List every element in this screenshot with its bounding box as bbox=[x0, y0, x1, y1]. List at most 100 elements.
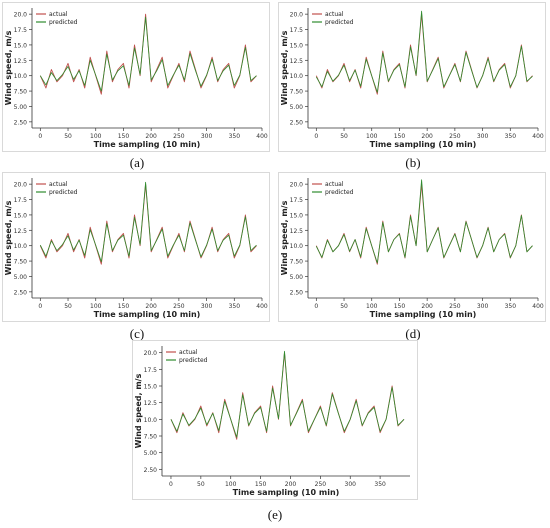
y-axis-label: Wind speed, m/s bbox=[280, 200, 289, 275]
y-tick-label: 17.5 bbox=[290, 197, 304, 204]
chart-svg-a: 2.50 5.00 7.50 10.0 12.5 15.0 17.5 20.0 0 50 100 15… bbox=[2, 2, 270, 152]
x-tick-label: 250 bbox=[449, 133, 461, 140]
caption-c: (c) bbox=[129, 326, 145, 341]
caption-a: (a) bbox=[129, 155, 145, 170]
x-tick-label: 0 bbox=[314, 133, 318, 140]
x-tick-label: 100 bbox=[366, 133, 378, 140]
x-tick-label: 200 bbox=[285, 481, 297, 488]
y-tick-label: 12.5 bbox=[14, 58, 28, 65]
x-axis-label: Time sampling (10 min) bbox=[94, 310, 201, 319]
y-tick-label: 7.50 bbox=[14, 259, 28, 266]
x-tick-label: 400 bbox=[532, 303, 544, 310]
x-tick-label: 50 bbox=[340, 303, 348, 310]
y-tick-label: 12.5 bbox=[144, 400, 158, 407]
panel-frame bbox=[2, 2, 270, 152]
y-tick-label: 2.50 bbox=[14, 289, 28, 296]
x-tick-label: 50 bbox=[340, 133, 348, 140]
y-tick-label: 20.0 bbox=[14, 182, 28, 189]
panel-frame bbox=[278, 2, 546, 152]
y-tick-label: 2.50 bbox=[14, 119, 28, 126]
x-tick-label: 150 bbox=[118, 133, 130, 140]
x-tick-label: 300 bbox=[345, 481, 357, 488]
x-tick-label: 0 bbox=[169, 481, 173, 488]
y-tick-label: 12.5 bbox=[14, 228, 28, 235]
panel-frame bbox=[2, 172, 270, 322]
x-axis-label: Time sampling (10 min) bbox=[94, 140, 201, 149]
x-tick-label: 300 bbox=[201, 133, 213, 140]
x-tick-label: 150 bbox=[118, 303, 130, 310]
series-line-predicted bbox=[39, 181, 257, 263]
x-tick-label: 350 bbox=[505, 133, 517, 140]
x-tick-label: 400 bbox=[532, 133, 544, 140]
legend-label-actual: actual bbox=[49, 11, 68, 18]
y-tick-label: 2.50 bbox=[144, 467, 158, 474]
chart-panel-b: 2.50 5.00 7.50 10.0 12.5 15.0 17.5 20.0 0 50 100 15… bbox=[278, 2, 546, 152]
legend-label-predicted: predicted bbox=[325, 189, 354, 196]
y-tick-label: 10.0 bbox=[144, 417, 158, 424]
x-tick-label: 300 bbox=[201, 303, 213, 310]
x-axis-label: Time sampling (10 min) bbox=[370, 310, 477, 319]
y-tick-label: 12.5 bbox=[290, 228, 304, 235]
y-tick-label: 10.0 bbox=[14, 243, 28, 250]
series-line-predicted bbox=[315, 10, 533, 93]
y-tick-label: 7.50 bbox=[290, 89, 304, 96]
y-tick-label: 17.5 bbox=[14, 197, 28, 204]
x-tick-label: 300 bbox=[477, 133, 489, 140]
legend-label-actual: actual bbox=[49, 181, 68, 188]
series-line-predicted bbox=[39, 16, 257, 92]
y-tick-label: 5.00 bbox=[14, 274, 28, 281]
x-tick-label: 250 bbox=[173, 133, 185, 140]
y-tick-label: 15.0 bbox=[144, 384, 158, 391]
x-tick-label: 0 bbox=[38, 133, 42, 140]
x-tick-label: 400 bbox=[256, 303, 268, 310]
y-tick-label: 10.0 bbox=[290, 243, 304, 250]
y-tick-label: 15.0 bbox=[290, 212, 304, 219]
caption-d: (d) bbox=[405, 326, 421, 341]
x-tick-label: 0 bbox=[38, 303, 42, 310]
x-tick-label: 250 bbox=[449, 303, 461, 310]
x-axis-label: Time sampling (10 min) bbox=[233, 488, 340, 497]
caption-b: (b) bbox=[405, 155, 421, 170]
y-tick-label: 17.5 bbox=[14, 27, 28, 34]
x-tick-label: 200 bbox=[421, 133, 433, 140]
y-tick-label: 7.50 bbox=[14, 89, 28, 96]
caption-e: (e) bbox=[267, 507, 283, 522]
x-tick-label: 100 bbox=[90, 303, 102, 310]
x-tick-label: 200 bbox=[145, 133, 157, 140]
x-tick-label: 100 bbox=[90, 133, 102, 140]
chart-panel-e: 2.50 5.00 7.50 10.0 12.5 15.0 17.5 20.0 0 50 100 15… bbox=[132, 340, 418, 500]
y-axis-label: Wind speed, m/s bbox=[134, 373, 143, 448]
y-tick-label: 2.50 bbox=[290, 119, 304, 126]
y-tick-label: 5.00 bbox=[290, 104, 304, 111]
legend-label-predicted: predicted bbox=[49, 19, 78, 26]
panel-frame bbox=[278, 172, 546, 322]
legend-label-actual: actual bbox=[179, 349, 198, 356]
x-tick-label: 50 bbox=[64, 303, 72, 310]
x-tick-label: 150 bbox=[394, 133, 406, 140]
legend-label-predicted: predicted bbox=[179, 357, 208, 364]
x-tick-label: 50 bbox=[197, 481, 205, 488]
x-tick-label: 350 bbox=[374, 481, 386, 488]
y-tick-label: 7.50 bbox=[144, 434, 158, 441]
legend-label-predicted: predicted bbox=[49, 189, 78, 196]
x-tick-label: 250 bbox=[315, 481, 327, 488]
chart-svg-e: 2.50 5.00 7.50 10.0 12.5 15.0 17.5 20.0 0 50 100 15… bbox=[132, 340, 418, 500]
panel-frame bbox=[132, 340, 418, 500]
series-line-predicted bbox=[170, 350, 405, 438]
x-tick-label: 50 bbox=[64, 133, 72, 140]
y-tick-label: 15.0 bbox=[290, 42, 304, 49]
chart-svg-c: 2.50 5.00 7.50 10.0 12.5 15.0 17.5 20.0 0 50 100 15… bbox=[2, 172, 270, 322]
chart-panel-d: 2.50 5.00 7.50 10.0 12.5 15.0 17.5 20.0 0 50 100 15… bbox=[278, 172, 546, 322]
y-tick-label: 2.50 bbox=[290, 289, 304, 296]
y-tick-label: 5.00 bbox=[290, 274, 304, 281]
x-tick-label: 150 bbox=[255, 481, 267, 488]
x-tick-label: 100 bbox=[225, 481, 237, 488]
chart-svg-d: 2.50 5.00 7.50 10.0 12.5 15.0 17.5 20.0 0 50 100 15… bbox=[278, 172, 546, 322]
x-tick-label: 100 bbox=[366, 303, 378, 310]
x-tick-label: 350 bbox=[229, 133, 241, 140]
legend-label-actual: actual bbox=[325, 11, 344, 18]
y-tick-label: 10.0 bbox=[290, 73, 304, 80]
y-axis-label: Wind speed, m/s bbox=[4, 30, 13, 105]
y-axis-label: Wind speed, m/s bbox=[280, 30, 289, 105]
chart-panel-a: 2.50 5.00 7.50 10.0 12.5 15.0 17.5 20.0 0 50 100 15… bbox=[2, 2, 270, 152]
